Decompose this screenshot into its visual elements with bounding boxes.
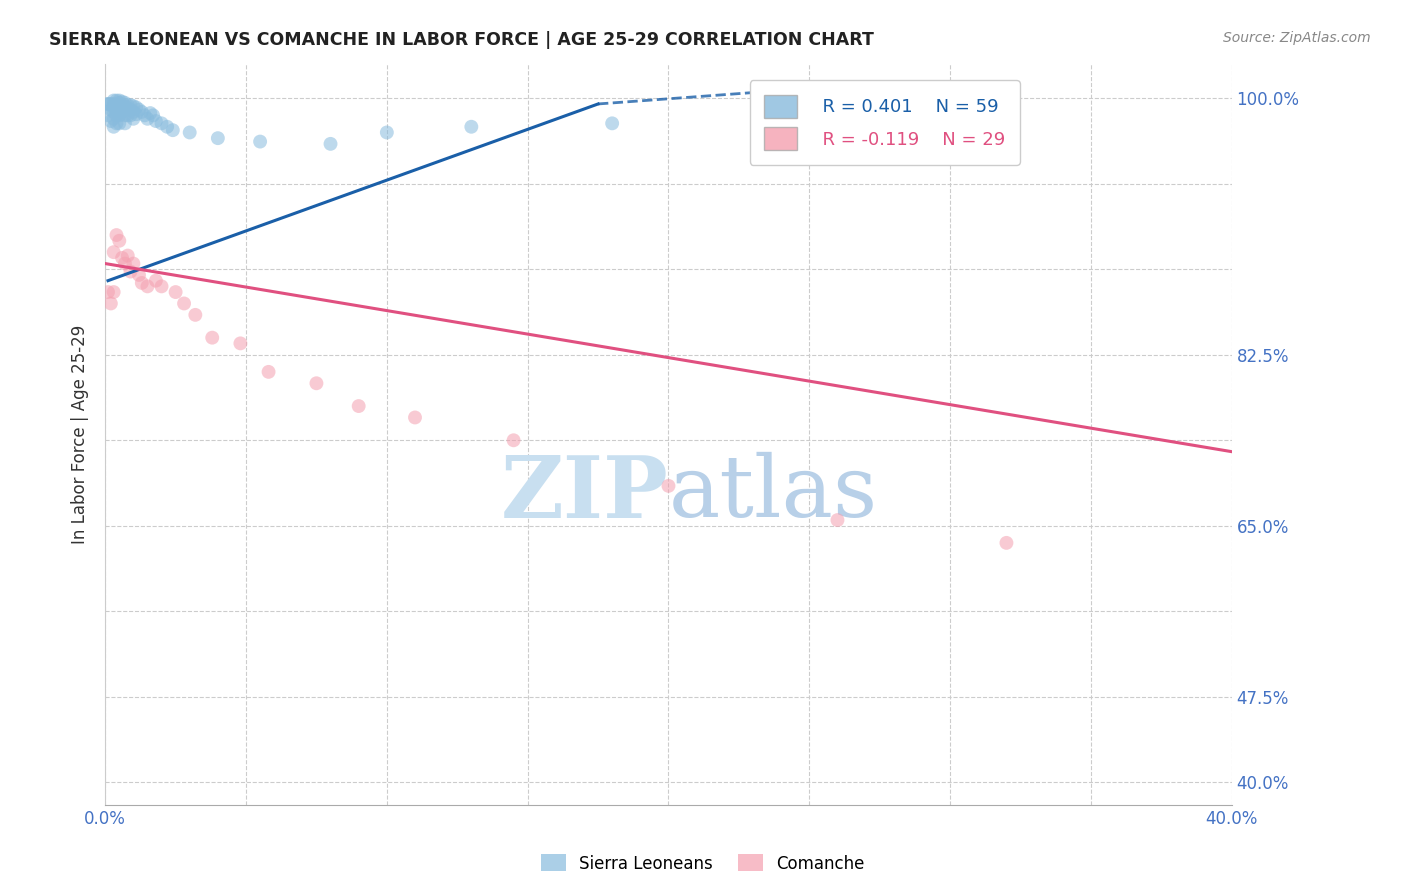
Point (108, 103, 131, 118)
Point (156, 120, 179, 134)
Point (103, 97, 125, 112)
Point (319, 136, 342, 151)
Point (460, 120, 482, 134)
Point (145, 114, 167, 128)
Point (117, 249, 139, 263)
Point (150, 279, 173, 293)
Point (100, 296, 122, 310)
Point (657, 479, 679, 493)
Point (184, 308, 207, 322)
Point (108, 99, 131, 113)
Legend: Sierra Leoneans, Comanche: Sierra Leoneans, Comanche (534, 847, 872, 880)
Point (97, 97, 120, 112)
Point (128, 103, 150, 117)
Point (502, 434, 524, 448)
Point (103, 112, 125, 126)
Point (97, 97, 120, 112)
Point (103, 285, 125, 299)
Point (111, 99, 134, 113)
Point (257, 365, 280, 379)
Point (114, 99, 136, 113)
Point (375, 125, 398, 139)
Point (134, 108, 156, 122)
Point (142, 108, 165, 122)
Point (100, 97, 122, 112)
Point (128, 268, 150, 282)
Point (114, 103, 136, 117)
Point (229, 336, 252, 351)
Point (103, 94, 125, 108)
Point (404, 410, 426, 425)
Text: Source: ZipAtlas.com: Source: ZipAtlas.com (1223, 31, 1371, 45)
Point (162, 123, 184, 137)
Point (117, 108, 139, 122)
Point (105, 108, 128, 122)
Point (125, 107, 148, 121)
Point (136, 279, 159, 293)
Point (122, 112, 145, 126)
Point (105, 98, 128, 112)
Point (201, 331, 224, 345)
Point (120, 108, 142, 122)
Point (165, 285, 187, 299)
Point (120, 98, 142, 112)
Point (108, 234, 131, 248)
Point (173, 296, 195, 310)
Point (108, 108, 131, 122)
Point (111, 251, 134, 265)
Point (136, 112, 159, 126)
Point (120, 103, 142, 117)
Point (122, 104, 145, 119)
Point (114, 108, 136, 122)
Point (103, 104, 125, 119)
Point (179, 125, 201, 139)
Point (347, 399, 370, 413)
Point (120, 264, 142, 278)
Point (827, 513, 849, 527)
Point (125, 100, 148, 114)
Point (114, 256, 136, 270)
Legend:   R = 0.401    N = 59,   R = -0.119    N = 29: R = 0.401 N = 59, R = -0.119 N = 29 (749, 80, 1019, 165)
Point (600, 116, 623, 130)
Point (105, 228, 128, 243)
Point (131, 276, 153, 290)
Point (150, 116, 173, 130)
Point (305, 376, 328, 391)
Text: atlas: atlas (668, 452, 877, 535)
Point (995, 536, 1018, 550)
Point (249, 135, 271, 149)
Point (103, 120, 125, 134)
Point (100, 103, 122, 117)
Point (117, 103, 139, 117)
Text: SIERRA LEONEAN VS COMANCHE IN LABOR FORCE | AGE 25-29 CORRELATION CHART: SIERRA LEONEAN VS COMANCHE IN LABOR FORC… (49, 31, 875, 49)
Point (122, 99, 145, 113)
Point (139, 106, 162, 120)
Point (114, 116, 136, 130)
Point (105, 116, 128, 130)
Point (117, 98, 139, 112)
Point (131, 104, 153, 119)
Point (114, 95, 136, 110)
Point (145, 274, 167, 288)
Point (122, 256, 145, 270)
Point (103, 100, 125, 114)
Point (97, 108, 120, 122)
Point (111, 104, 134, 119)
Point (207, 131, 229, 145)
Point (105, 103, 128, 117)
Point (97, 285, 120, 299)
Point (100, 114, 122, 128)
Point (111, 95, 134, 109)
Point (105, 94, 128, 108)
Point (108, 95, 131, 110)
Text: ZIP: ZIP (501, 452, 668, 536)
Point (108, 116, 131, 130)
Point (103, 245, 125, 260)
Y-axis label: In Labor Force | Age 25-29: In Labor Force | Age 25-29 (72, 325, 89, 544)
Point (108, 94, 131, 108)
